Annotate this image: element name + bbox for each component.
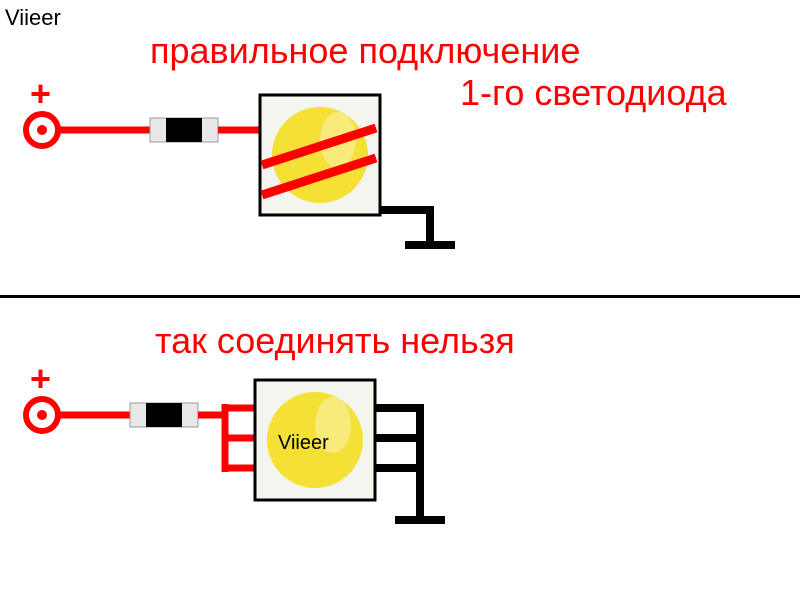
circuit-diagram	[0, 0, 800, 600]
resistor-bottom-band	[146, 403, 182, 427]
positive-terminal-bottom-inner	[37, 410, 47, 420]
watermark-text: Viieer	[278, 432, 329, 454]
positive-terminal-top-inner	[37, 125, 47, 135]
watermark-on-led: Viieer	[278, 432, 329, 455]
resistor-top-band	[166, 118, 202, 142]
